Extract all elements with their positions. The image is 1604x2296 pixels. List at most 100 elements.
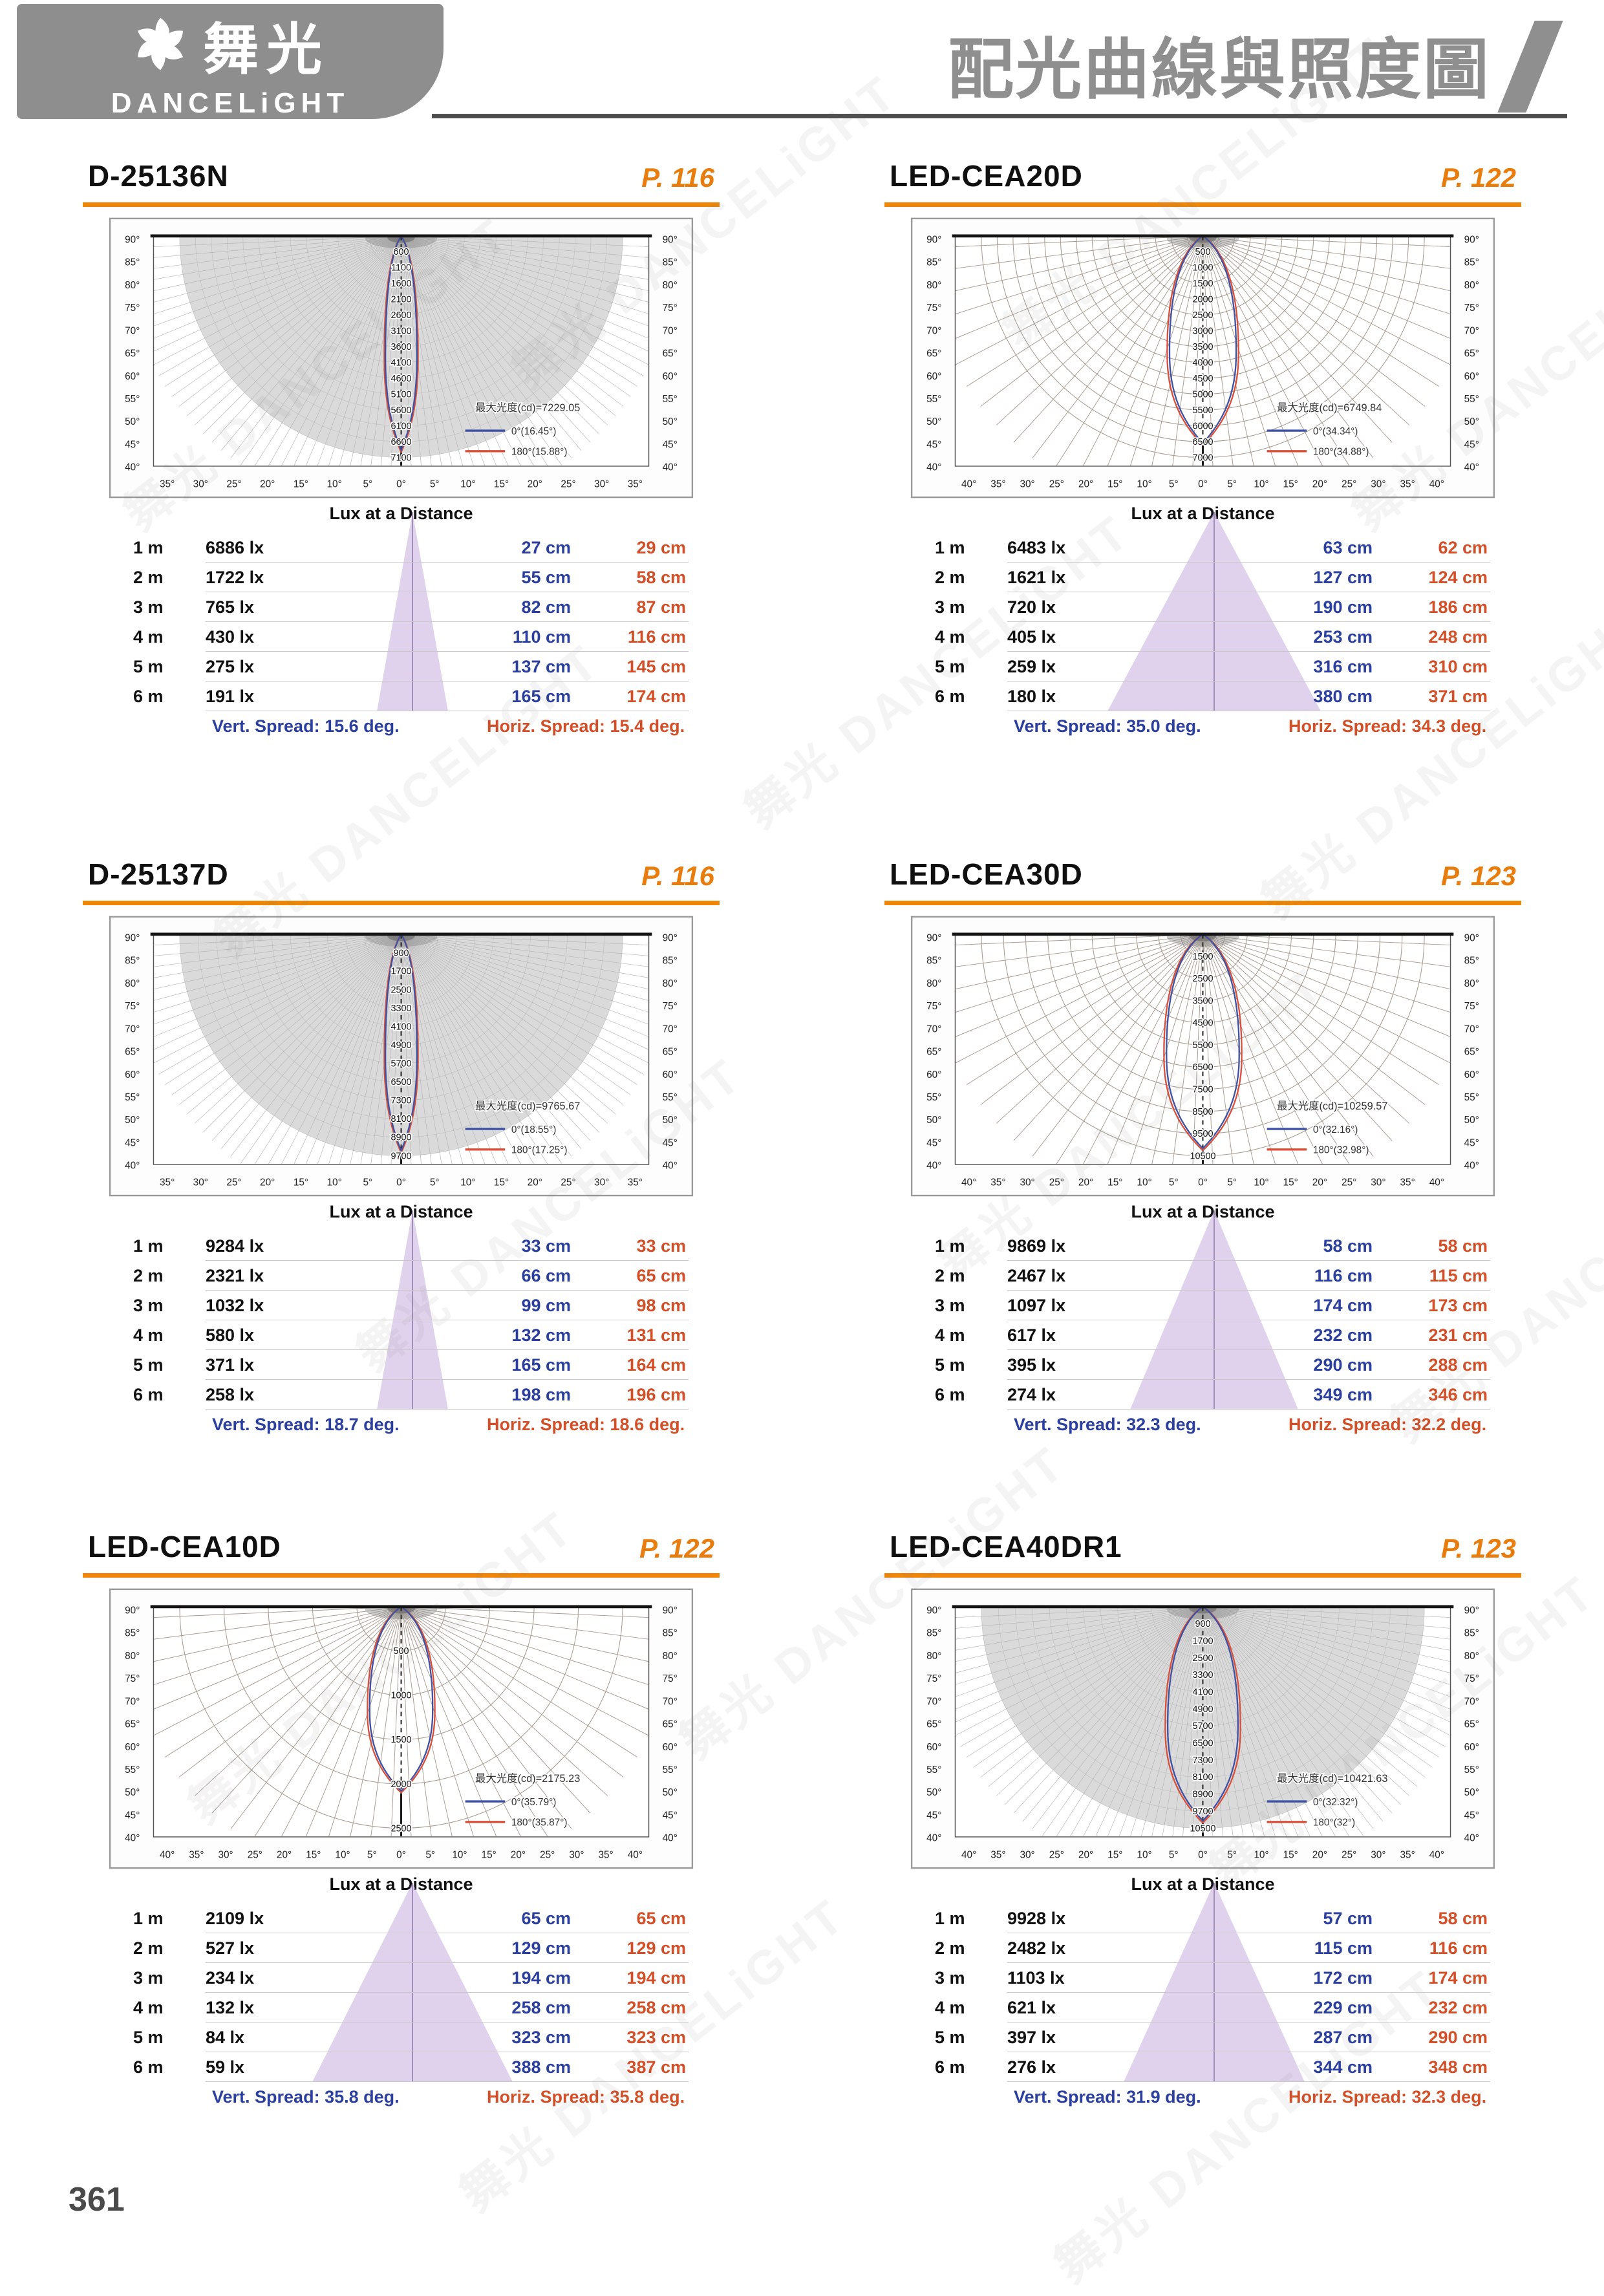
- svg-text:15°: 15°: [494, 479, 509, 490]
- photometric-diagram: 90° 90° 85° 85° 80° 80° 75° 75° 70° 70° 65° 65° 60° 6…: [910, 916, 1495, 1197]
- dancelight-flower-icon: [137, 17, 184, 70]
- vert-diameter: 349 cm: [1313, 1384, 1373, 1404]
- svg-text:2500: 2500: [390, 985, 411, 995]
- panel-LED-CEA10D: LED-CEA10D P. 122 90° 90° 85° 85° 80° 80° 75° 7…: [83, 1529, 720, 2121]
- horiz-diameter: 62 cm: [1438, 537, 1488, 557]
- svg-text:5600: 5600: [390, 405, 411, 416]
- svg-text:10°: 10°: [335, 1850, 350, 1861]
- vert-diameter: 316 cm: [1313, 656, 1373, 676]
- panel-divider: [83, 901, 720, 905]
- horiz-diameter: 115 cm: [1429, 1265, 1488, 1285]
- svg-text:0°: 0°: [396, 479, 406, 490]
- lux-value: 259 lx: [1007, 656, 1056, 676]
- svg-text:25°: 25°: [561, 1177, 575, 1188]
- svg-text:65°: 65°: [663, 349, 678, 359]
- table-row: 4 m 430 lx 110 cm 116 cm: [109, 622, 694, 652]
- lux-value: 1103 lx: [1007, 1968, 1065, 1988]
- table-row: 2 m 2467 lx 116 cm 115 cm: [910, 1261, 1495, 1291]
- lux-value: 2467 lx: [1007, 1265, 1066, 1285]
- vert-diameter: 344 cm: [1313, 2057, 1373, 2077]
- svg-text:40°: 40°: [961, 1850, 976, 1861]
- svg-text:0°: 0°: [396, 1850, 406, 1861]
- svg-text:70°: 70°: [926, 1696, 941, 1707]
- svg-text:50°: 50°: [663, 416, 678, 427]
- svg-text:5°: 5°: [363, 1177, 372, 1188]
- lux-value: 527 lx: [206, 1938, 255, 1958]
- svg-text:5100: 5100: [390, 389, 411, 400]
- svg-text:5°: 5°: [1169, 479, 1179, 490]
- svg-text:50°: 50°: [125, 1115, 140, 1126]
- vert-diameter: 65 cm: [521, 1908, 571, 1928]
- svg-text:25°: 25°: [1342, 479, 1356, 490]
- svg-text:80°: 80°: [926, 1651, 941, 1662]
- svg-text:10°: 10°: [452, 1850, 467, 1861]
- panel-divider: [83, 202, 720, 207]
- svg-text:1000: 1000: [390, 1691, 411, 1701]
- svg-text:40°: 40°: [1429, 1177, 1444, 1188]
- panel-LED-CEA30D: LED-CEA30D P. 123 90° 90° 85° 85° 80° 80° 75° 7…: [884, 857, 1521, 1448]
- vert-spread: Vert. Spread: 35.0 deg.: [1014, 716, 1201, 736]
- lux-value: 2109 lx: [206, 1908, 264, 1928]
- svg-text:20°: 20°: [511, 1850, 526, 1861]
- svg-text:最大光度(cd)=7229.05: 最大光度(cd)=7229.05: [475, 402, 580, 414]
- svg-text:65°: 65°: [663, 1719, 678, 1730]
- svg-text:60°: 60°: [1464, 1069, 1479, 1080]
- lux-value: 1032 lx: [206, 1295, 264, 1315]
- svg-text:25°: 25°: [226, 479, 241, 490]
- svg-text:90°: 90°: [1464, 932, 1479, 943]
- vert-diameter: 115 cm: [1314, 1938, 1373, 1958]
- svg-text:2500: 2500: [1192, 1653, 1213, 1664]
- svg-text:85°: 85°: [125, 1628, 140, 1639]
- horiz-diameter: 164 cm: [626, 1355, 686, 1375]
- horiz-diameter: 186 cm: [1428, 597, 1488, 617]
- svg-text:70°: 70°: [926, 325, 941, 336]
- horiz-diameter: 116 cm: [627, 627, 686, 647]
- lux-table-rows: 1 m 2109 lx 65 cm 65 cm 2 m 527 lx 129 cm 129 c…: [109, 1883, 694, 2082]
- svg-text:70°: 70°: [926, 1024, 941, 1035]
- svg-text:75°: 75°: [926, 1673, 941, 1684]
- svg-text:4000: 4000: [1192, 358, 1213, 368]
- distance: 2 m: [935, 1938, 965, 1958]
- svg-text:85°: 85°: [663, 1628, 678, 1639]
- svg-text:55°: 55°: [663, 1765, 678, 1776]
- svg-text:80°: 80°: [926, 280, 941, 291]
- svg-text:10°: 10°: [327, 479, 342, 490]
- svg-text:0°(18.55°): 0°(18.55°): [511, 1124, 557, 1135]
- svg-text:50°: 50°: [926, 1787, 941, 1798]
- svg-text:35°: 35°: [1400, 1177, 1415, 1188]
- svg-text:7300: 7300: [390, 1096, 411, 1106]
- table-row: 2 m 2482 lx 115 cm 116 cm: [910, 1933, 1495, 1963]
- lux-value: 132 lx: [206, 1997, 255, 2017]
- svg-text:25°: 25°: [1049, 1850, 1064, 1861]
- svg-text:35°: 35°: [990, 1850, 1005, 1861]
- horiz-diameter: 33 cm: [636, 1236, 686, 1256]
- vert-diameter: 253 cm: [1313, 627, 1373, 647]
- svg-text:65°: 65°: [926, 1047, 941, 1058]
- distance: 1 m: [935, 1908, 965, 1928]
- panel-divider: [884, 202, 1521, 207]
- svg-text:50°: 50°: [663, 1115, 678, 1126]
- svg-text:20°: 20°: [277, 1850, 292, 1861]
- svg-text:65°: 65°: [125, 349, 140, 359]
- svg-text:90°: 90°: [926, 1605, 941, 1616]
- svg-text:6000: 6000: [1192, 421, 1213, 431]
- svg-text:4100: 4100: [1192, 1687, 1213, 1697]
- horiz-diameter: 323 cm: [626, 2027, 686, 2047]
- horiz-diameter: 116 cm: [1429, 1938, 1488, 1958]
- svg-text:35°: 35°: [1400, 479, 1415, 490]
- svg-text:40°: 40°: [1429, 1850, 1444, 1861]
- svg-text:70°: 70°: [125, 1024, 140, 1035]
- svg-text:50°: 50°: [125, 1787, 140, 1798]
- svg-text:35°: 35°: [160, 479, 175, 490]
- svg-text:40°: 40°: [926, 1833, 941, 1844]
- svg-text:6500: 6500: [1192, 437, 1213, 447]
- lux-table-rows: 1 m 9284 lx 33 cm 33 cm 2 m 2321 lx 66 cm 65 cm…: [109, 1210, 694, 1410]
- svg-text:5°: 5°: [430, 1177, 440, 1188]
- table-row: 6 m 274 lx 349 cm 346 cm: [910, 1380, 1495, 1410]
- svg-text:65°: 65°: [1464, 1047, 1479, 1058]
- svg-text:10°: 10°: [460, 1177, 475, 1188]
- panel-header: LED-CEA30D P. 123: [884, 857, 1521, 892]
- horiz-spread: Horiz. Spread: 34.3 deg.: [1289, 716, 1487, 736]
- page-ref: P. 122: [639, 1533, 714, 1563]
- svg-text:15°: 15°: [1283, 1850, 1298, 1861]
